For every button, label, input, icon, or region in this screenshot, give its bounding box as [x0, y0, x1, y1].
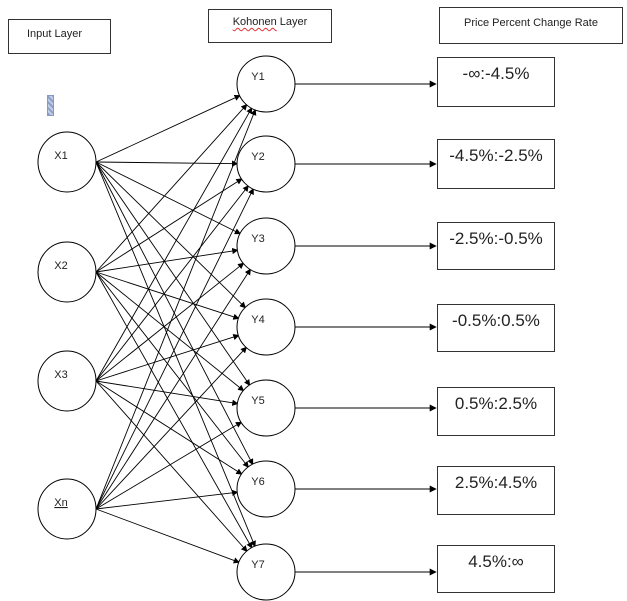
kohonen-node-circle	[236, 379, 296, 437]
price-range-box-2: -4.5%:-2.5%	[437, 139, 555, 189]
connection-x3-y7	[95, 380, 248, 552]
price-change-header: Price Percent Change Rate	[439, 7, 623, 44]
connection-xn-y4	[95, 346, 248, 510]
connection-x2-y3	[95, 247, 239, 273]
connection-x2-y1	[95, 103, 248, 273]
kohonen-node-y2: Y2	[236, 135, 296, 193]
input-node-label: X1	[54, 150, 67, 162]
connection-x3-y1	[95, 107, 253, 382]
input-node-label: X3	[54, 369, 67, 381]
kohonen-node-label: Y5	[251, 395, 264, 407]
connection-xn-y7	[95, 508, 240, 564]
connection-x3-y5	[95, 380, 239, 406]
price-range-label: 2.5%:4.5%	[454, 473, 538, 492]
input-node-x2: X2	[37, 241, 97, 303]
price-range-label: -4.5%:-2.5%	[449, 146, 543, 165]
input-node-x1: X1	[37, 131, 97, 193]
kohonen-layer-header: Kohonen Layer	[208, 9, 332, 43]
kohonen-node-label: Y1	[251, 71, 264, 83]
kohonen-node-y5: Y5	[236, 379, 296, 437]
connection-xn-y1	[95, 108, 257, 510]
kohonen-node-label: Y4	[251, 314, 264, 326]
connection-x1-y4	[95, 161, 247, 309]
kohonen-word: Kohonen	[232, 16, 277, 28]
kohonen-node-circle	[236, 298, 296, 356]
price-range-label: -0.5%:0.5%	[452, 311, 540, 330]
input-node-xn: Xn	[37, 478, 97, 540]
kohonen-node-label: Y2	[251, 151, 264, 163]
connection-xn-y5	[95, 421, 243, 510]
input-node-label: Xn	[54, 497, 67, 509]
connection-xn-y2	[95, 188, 254, 510]
kohonen-layer-title: Kohonen Layer	[232, 16, 308, 28]
connection-x2-y2	[95, 178, 243, 273]
connection-x1-y1	[95, 94, 241, 163]
price-range-box-3: -2.5%:-0.5%	[437, 222, 555, 270]
connection-x1-y3	[95, 161, 242, 235]
price-change-title: Price Percent Change Rate	[464, 17, 598, 29]
price-range-box-7: 4.5%:∞	[437, 545, 555, 593]
connection-x3-y3	[95, 262, 245, 382]
input-layer-title: Input Layer	[27, 28, 83, 40]
price-range-label: -∞:-4.5%	[462, 64, 530, 83]
selection-marker	[47, 95, 54, 116]
price-range-box-5: 0.5%:2.5%	[437, 387, 555, 436]
price-range-box-4: -0.5%:0.5%	[437, 304, 555, 352]
kohonen-node-y3: Y3	[236, 217, 296, 275]
kohonen-node-y6: Y6	[236, 460, 296, 518]
connection-x2-y6	[95, 271, 249, 468]
input-node-label: X2	[54, 260, 67, 272]
kohonen-node-y7: Y7	[236, 543, 296, 601]
connection-xn-y6	[95, 489, 239, 510]
kohonen-node-label: Y6	[251, 476, 264, 488]
connection-xn-y3	[95, 268, 251, 510]
input-node-circle	[37, 350, 97, 412]
kohonen-node-circle	[236, 217, 296, 275]
kohonen-node-y1: Y1	[236, 55, 296, 113]
kohonen-node-label: Y3	[251, 233, 264, 245]
price-range-box-6: 2.5%:4.5%	[437, 466, 555, 515]
input-node-circle	[37, 241, 97, 303]
connection-x1-y5	[95, 161, 251, 386]
kohonen-node-y4: Y4	[236, 298, 296, 356]
kohonen-node-circle	[236, 135, 296, 193]
price-range-label: -2.5%:-0.5%	[449, 229, 543, 248]
price-range-label: 0.5%:2.5%	[454, 394, 538, 413]
kohonen-node-label: Y7	[251, 559, 264, 571]
kohonen-node-circle	[236, 460, 296, 518]
connection-x2-y4	[95, 271, 240, 320]
connection-x3-y2	[95, 185, 249, 382]
connection-x2-y7	[95, 271, 253, 549]
kohonen-node-circle	[236, 55, 296, 113]
connection-x3-y6	[95, 380, 243, 475]
input-node-x3: X3	[37, 350, 97, 412]
input-layer-header: Input Layer	[8, 19, 111, 54]
connection-x3-y4	[95, 334, 240, 382]
connection-x2-y5	[95, 271, 245, 392]
connection-x1-y2	[95, 160, 239, 167]
connection-x1-y7	[95, 161, 256, 548]
price-range-label: 4.5%:∞	[468, 552, 524, 571]
price-range-box-1: -∞:-4.5%	[437, 57, 555, 107]
kohonen-node-circle	[236, 543, 296, 601]
input-node-circle	[37, 478, 97, 540]
input-node-circle	[37, 131, 97, 193]
